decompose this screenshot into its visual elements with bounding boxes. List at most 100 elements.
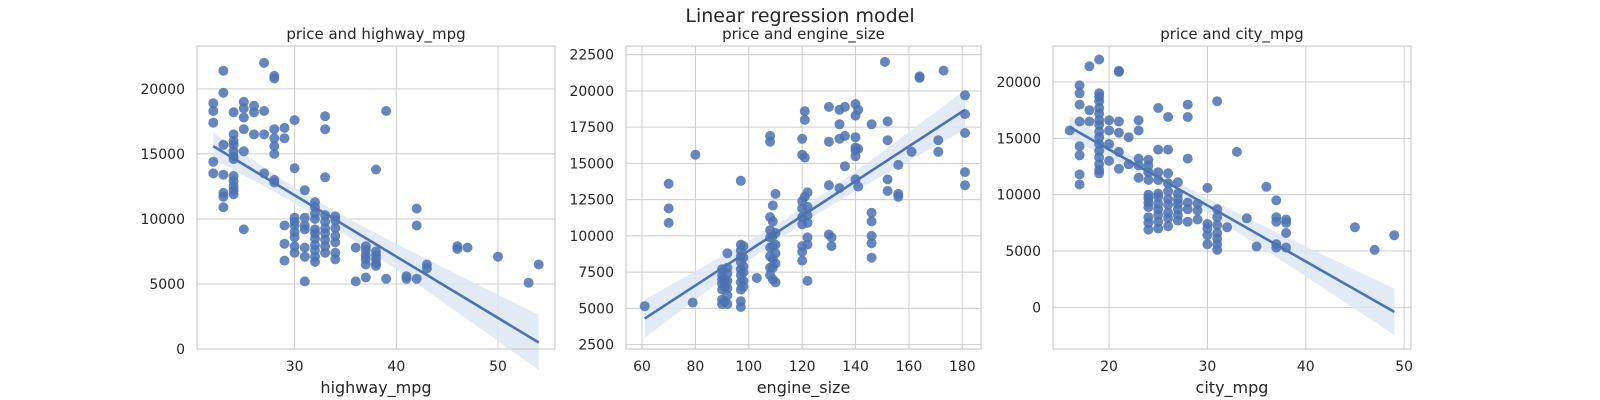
data-point [279,133,290,144]
data-point [1163,144,1174,155]
data-point [1212,244,1223,255]
data-point [218,169,229,180]
data-point [1182,99,1193,110]
regression-line [212,145,540,344]
data-point [1163,168,1174,179]
data-point [850,132,861,143]
x-tick-label: 100 [735,359,762,375]
data-point [269,73,280,84]
data-point [882,116,893,127]
data-point [1202,182,1213,193]
data-point [299,276,310,287]
data-point [411,220,422,231]
data-point [893,191,904,202]
x-tick-label: 40 [387,359,405,375]
data-point [269,133,280,144]
data-point [722,248,733,259]
data-point [799,152,810,163]
data-point [238,103,249,114]
data-point [259,106,270,116]
data-point [722,275,733,286]
data-point [866,207,877,218]
plot-frame [196,45,556,350]
data-point [839,101,850,112]
data-point [238,224,249,235]
data-point [893,159,904,170]
data-point [1084,61,1095,72]
data-point [289,232,300,243]
data-point [1241,213,1252,224]
y-tick-label: 2500 [578,338,614,354]
data-point [770,258,781,269]
y-tick-label: 12500 [569,193,614,209]
data-point [1389,230,1400,241]
y-tick-label: 20000 [569,84,614,100]
chart-city-mpg: 20 30 40 50 0 5000 10000 15000 20000 price and ci… [996,25,1413,398]
data-point [866,230,877,241]
data-point [1104,139,1115,149]
data-point [722,299,733,310]
x-axis-label: highway_mpg [320,378,431,398]
data-point [249,129,259,140]
data-point [722,283,733,294]
y-tick-label: 20000 [996,75,1041,91]
data-point [1143,202,1154,213]
data-point [1192,205,1203,216]
chart-title: price and engine_size [722,25,885,44]
data-point [1084,105,1095,116]
data-point [823,180,834,191]
y-tick-label: 15000 [996,131,1041,147]
data-point [299,242,310,253]
data-point [1212,212,1223,223]
data-point [279,122,290,133]
data-point [1202,239,1213,250]
data-point [259,57,270,68]
data-point [1133,115,1144,126]
y-tick-label: 22500 [569,48,614,64]
data-point [663,217,674,228]
data-point [1222,222,1233,233]
data-point [218,65,229,76]
x-tick-label: 80 [686,359,704,375]
data-point [882,174,893,185]
data-point [960,128,970,138]
data-point [269,148,280,159]
data-point [411,203,422,214]
data-point [208,168,219,179]
data-point [1153,144,1164,155]
data-point [421,263,432,274]
data-point [1143,224,1154,235]
data-point [1104,115,1115,126]
data-point [289,163,300,174]
data-point [882,186,893,196]
y-tick-label: 0 [176,342,185,358]
data-point [452,243,463,254]
data-point [259,129,270,140]
data-point [320,247,331,258]
data-point [866,252,877,263]
data-point [1094,54,1105,65]
data-point [1349,222,1360,233]
data-point [839,130,850,141]
data-point [208,156,219,167]
data-point [1074,80,1085,91]
data-point [639,301,650,312]
data-point [823,136,834,147]
data-point [960,90,970,101]
y-tick-label: 5000 [1005,244,1041,260]
data-point [770,188,781,199]
data-point [1123,132,1134,143]
chart-title: price and city_mpg [1160,25,1303,44]
data-point [381,106,392,116]
data-point [310,214,320,224]
data-point [1094,168,1105,179]
data-point [1163,112,1174,122]
data-point [330,223,341,234]
data-point [802,232,813,243]
figure-title: Linear regression model [685,5,915,27]
data-point [663,178,674,189]
data-point [1271,195,1282,206]
data-point [1074,88,1085,99]
data-point [1113,127,1124,138]
